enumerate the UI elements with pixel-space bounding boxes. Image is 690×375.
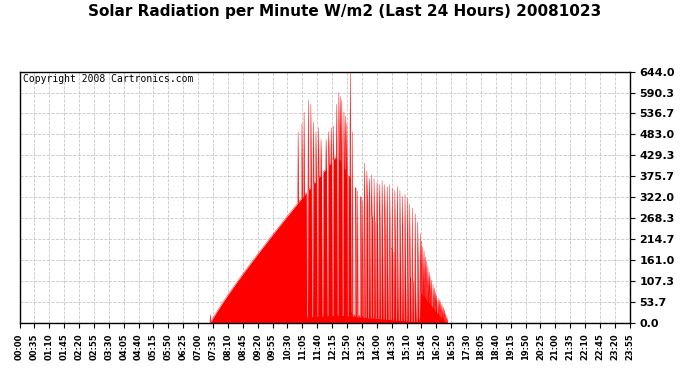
Text: Solar Radiation per Minute W/m2 (Last 24 Hours) 20081023: Solar Radiation per Minute W/m2 (Last 24… (88, 4, 602, 19)
Text: Copyright 2008 Cartronics.com: Copyright 2008 Cartronics.com (23, 74, 193, 84)
